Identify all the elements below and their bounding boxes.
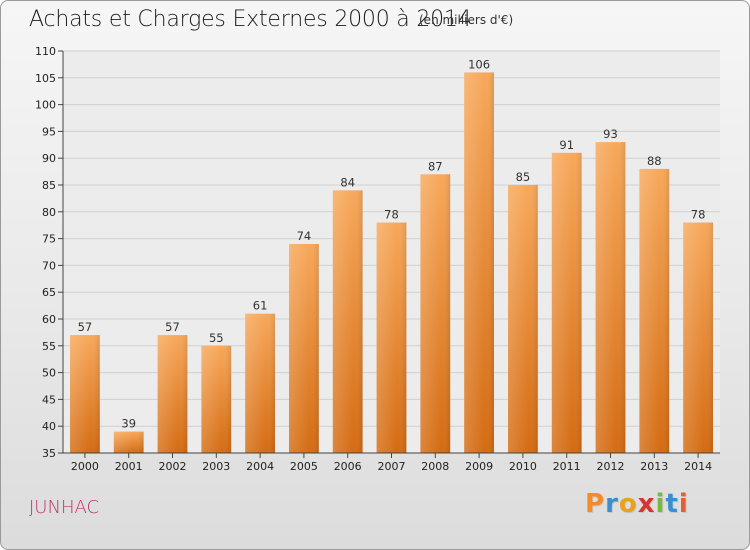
- value-label-2009: 106: [468, 57, 490, 71]
- bar-shade-2007: [376, 222, 407, 453]
- value-label-2003: 55: [209, 331, 224, 345]
- commune-name: JUNHAC: [29, 497, 100, 518]
- value-label-2013: 88: [647, 154, 662, 168]
- x-tick-label-2003: 2003: [202, 460, 230, 473]
- bar-shade-2006: [332, 190, 363, 454]
- value-label-2002: 57: [165, 320, 180, 334]
- logo-letter: i: [655, 489, 666, 519]
- bar-shade-2012: [595, 142, 626, 453]
- y-tick-label: 70: [42, 259, 56, 272]
- y-tick-label: 60: [42, 313, 56, 326]
- y-tick-label: 95: [42, 125, 56, 138]
- bars-group: 57 39 57 55 61 74 84 78 87 106 85 91 93 88 78: [70, 57, 713, 454]
- x-tick-label-2005: 2005: [290, 460, 318, 473]
- x-tick-label-2008: 2008: [421, 460, 449, 473]
- bar-shade-2009: [464, 72, 494, 453]
- logo-letter: r: [605, 489, 619, 519]
- y-tick-label: 40: [42, 420, 56, 433]
- chart-title: Achats et Charges Externes 2000 à 2014: [29, 7, 472, 32]
- value-label-2006: 84: [340, 175, 355, 189]
- bar-shade-2002: [157, 335, 188, 453]
- value-label-2005: 74: [297, 229, 312, 243]
- y-tick-label: 50: [42, 367, 56, 380]
- logo-letter: o: [618, 489, 638, 519]
- bar-shade-2014: [683, 222, 713, 453]
- x-tick-label-2013: 2013: [640, 460, 668, 473]
- y-tick-label: 35: [42, 447, 56, 460]
- x-tick-label-2007: 2007: [378, 460, 406, 473]
- value-label-2008: 87: [428, 159, 443, 173]
- value-label-2004: 61: [253, 299, 268, 313]
- x-tick-label-2000: 2000: [71, 460, 99, 473]
- logo-letter: P: [585, 489, 606, 519]
- chart-subtitle: (en milliers d'€): [419, 13, 514, 27]
- value-label-2010: 85: [516, 170, 531, 184]
- value-label-2007: 78: [384, 208, 399, 222]
- y-tick-label: 100: [35, 99, 56, 112]
- y-tick-label: 75: [42, 233, 56, 246]
- proxiti-logo: Proxiti: [585, 489, 689, 519]
- logo-letter: t: [665, 489, 679, 519]
- bar-shade-2008: [420, 174, 451, 453]
- logo-letter: i: [678, 489, 689, 519]
- bar-shade-2013: [639, 168, 670, 454]
- y-tick-label: 65: [42, 286, 56, 299]
- y-tick-label: 110: [35, 45, 56, 58]
- x-tick-label-2001: 2001: [115, 460, 143, 473]
- x-tick-label-2011: 2011: [553, 460, 581, 473]
- y-tick-label: 105: [35, 72, 56, 85]
- bar-shade-2011: [551, 152, 582, 453]
- axes-group: 35 40 45 50 55 60 65 70 75 80 85 90 95 100 105 110 2000 2…: [35, 45, 720, 473]
- value-label-2001: 39: [121, 417, 136, 431]
- x-tick-label-2006: 2006: [334, 460, 362, 473]
- value-label-2014: 78: [691, 208, 706, 222]
- x-tick-label-2014: 2014: [684, 460, 712, 473]
- value-label-2011: 91: [559, 138, 574, 152]
- bar-shade-2003: [201, 345, 232, 453]
- y-tick-label: 80: [42, 206, 56, 219]
- bar-shade-2000: [70, 335, 100, 453]
- x-tick-label-2004: 2004: [246, 460, 274, 473]
- y-tick-label: 85: [42, 179, 56, 192]
- y-tick-label: 55: [42, 340, 56, 353]
- bar-shade-2010: [508, 185, 538, 453]
- x-tick-label-2012: 2012: [597, 460, 625, 473]
- value-label-2012: 93: [603, 127, 618, 141]
- value-label-2000: 57: [78, 320, 93, 334]
- bar-shade-2005: [289, 243, 319, 453]
- logo-letter: x: [637, 489, 656, 519]
- x-tick-label-2009: 2009: [465, 460, 493, 473]
- bar-shade-2004: [245, 313, 275, 453]
- y-tick-label: 45: [42, 393, 56, 406]
- x-tick-label-2010: 2010: [509, 460, 537, 473]
- y-tick-label: 90: [42, 152, 56, 165]
- bar-shade-2001: [113, 431, 144, 453]
- x-tick-label-2002: 2002: [159, 460, 187, 473]
